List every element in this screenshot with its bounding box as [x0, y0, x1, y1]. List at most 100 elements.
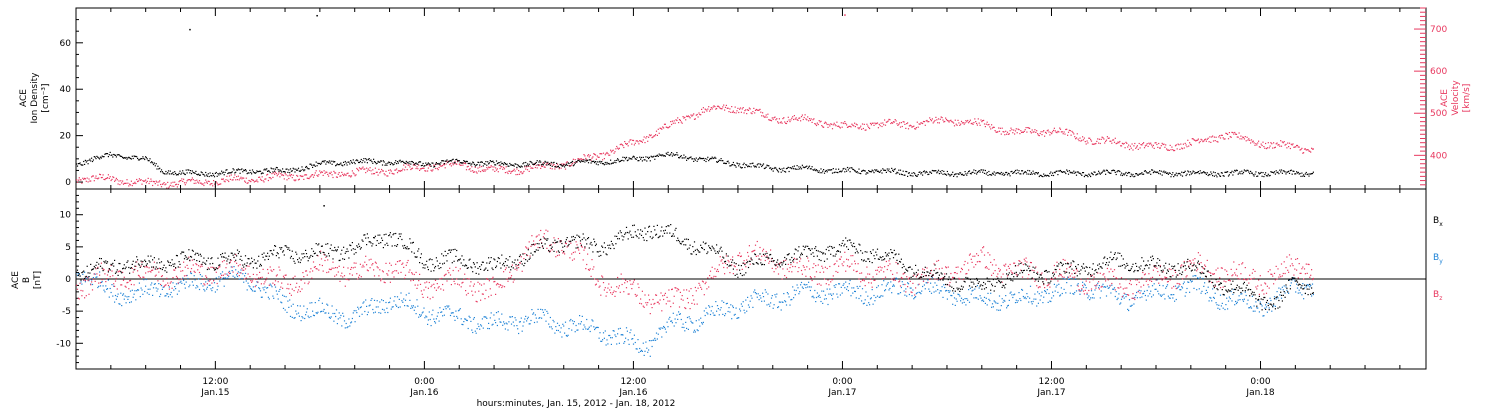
velocity-point [144, 180, 146, 182]
bz-point [641, 290, 643, 292]
density-point [485, 161, 487, 163]
bz-point [381, 270, 384, 272]
density-point [1173, 176, 1175, 178]
density-point [385, 163, 387, 165]
by-point [279, 288, 281, 291]
density-point [526, 165, 528, 167]
density-point [900, 173, 902, 175]
velocity-point [1091, 143, 1093, 145]
by-point [541, 317, 543, 319]
bz-point [497, 283, 499, 285]
density-point [338, 164, 340, 166]
velocity-point [1241, 138, 1243, 140]
velocity-point [760, 111, 762, 113]
bz-point [133, 284, 135, 286]
density-point [1220, 172, 1222, 174]
by-point [1047, 301, 1049, 303]
by-point [1277, 297, 1279, 299]
by-point [832, 293, 834, 295]
density-point [776, 169, 778, 171]
by-point [1147, 295, 1149, 297]
density-point [655, 155, 657, 157]
velocity-point [1167, 149, 1169, 151]
density-point [442, 160, 444, 162]
velocity-point [84, 178, 86, 180]
density-point [427, 162, 429, 164]
by-point [353, 310, 355, 312]
density-point [594, 162, 596, 164]
velocity-point [711, 108, 713, 110]
velocity-point [1249, 139, 1251, 141]
velocity-point [845, 122, 847, 125]
density-point [292, 167, 294, 169]
velocity-point [1066, 128, 1068, 130]
bz-point [372, 263, 374, 265]
density-point [274, 170, 276, 172]
density-point [188, 169, 190, 171]
by-point [786, 292, 788, 294]
by-point [920, 293, 922, 295]
velocity-point [1090, 140, 1093, 142]
velocity-point [335, 176, 338, 178]
density-point [320, 162, 323, 164]
density-axis-label-1: ACE [19, 89, 29, 107]
velocity-point [490, 165, 492, 167]
bz-point [267, 272, 269, 274]
by-point [717, 308, 719, 310]
density-point [1179, 173, 1181, 175]
velocity-point [197, 181, 199, 183]
velocity-point [1170, 149, 1172, 151]
by-point [1058, 283, 1060, 285]
by-point [766, 304, 768, 306]
density-point [786, 167, 788, 169]
density-point [809, 168, 811, 170]
velocity-point [1051, 133, 1053, 135]
density-point [442, 160, 445, 162]
density-point [471, 163, 473, 165]
by-point [1265, 306, 1268, 308]
by-point [400, 292, 402, 294]
density-point [516, 166, 518, 168]
by-point [383, 309, 385, 311]
by-point [442, 315, 444, 317]
by-point [106, 288, 109, 290]
density-point [257, 171, 259, 173]
by-point [724, 313, 727, 315]
bz-point [406, 262, 408, 264]
velocity-point [1260, 143, 1262, 145]
by-point [910, 287, 912, 289]
density-point [840, 171, 842, 173]
density-point [278, 170, 280, 172]
velocity-point [636, 140, 638, 142]
by-point [1135, 294, 1137, 297]
velocity-point [92, 175, 94, 177]
density-point [1151, 169, 1153, 171]
by-point [205, 281, 207, 283]
density-point [1184, 170, 1186, 172]
by-point [294, 317, 296, 319]
density-point [572, 165, 574, 167]
by-point [396, 296, 399, 298]
density-point [746, 164, 748, 166]
by-point [347, 326, 349, 328]
by-point [907, 283, 910, 285]
by-point [561, 336, 563, 338]
velocity-point [317, 175, 319, 177]
density-point [602, 163, 605, 165]
velocity-point [926, 119, 928, 122]
by-point [297, 305, 299, 307]
by-point [228, 275, 230, 277]
density-point [183, 173, 186, 175]
velocity-point [840, 122, 842, 124]
by-point [203, 288, 205, 291]
bz-point [526, 247, 528, 249]
by-point [388, 302, 390, 304]
velocity-point [85, 180, 87, 182]
bz-point [559, 241, 561, 243]
by-point [550, 326, 552, 328]
density-point [580, 160, 582, 162]
density-point [703, 159, 705, 161]
by-point [1300, 286, 1302, 288]
by-point [1283, 285, 1285, 287]
by-point [709, 306, 711, 308]
